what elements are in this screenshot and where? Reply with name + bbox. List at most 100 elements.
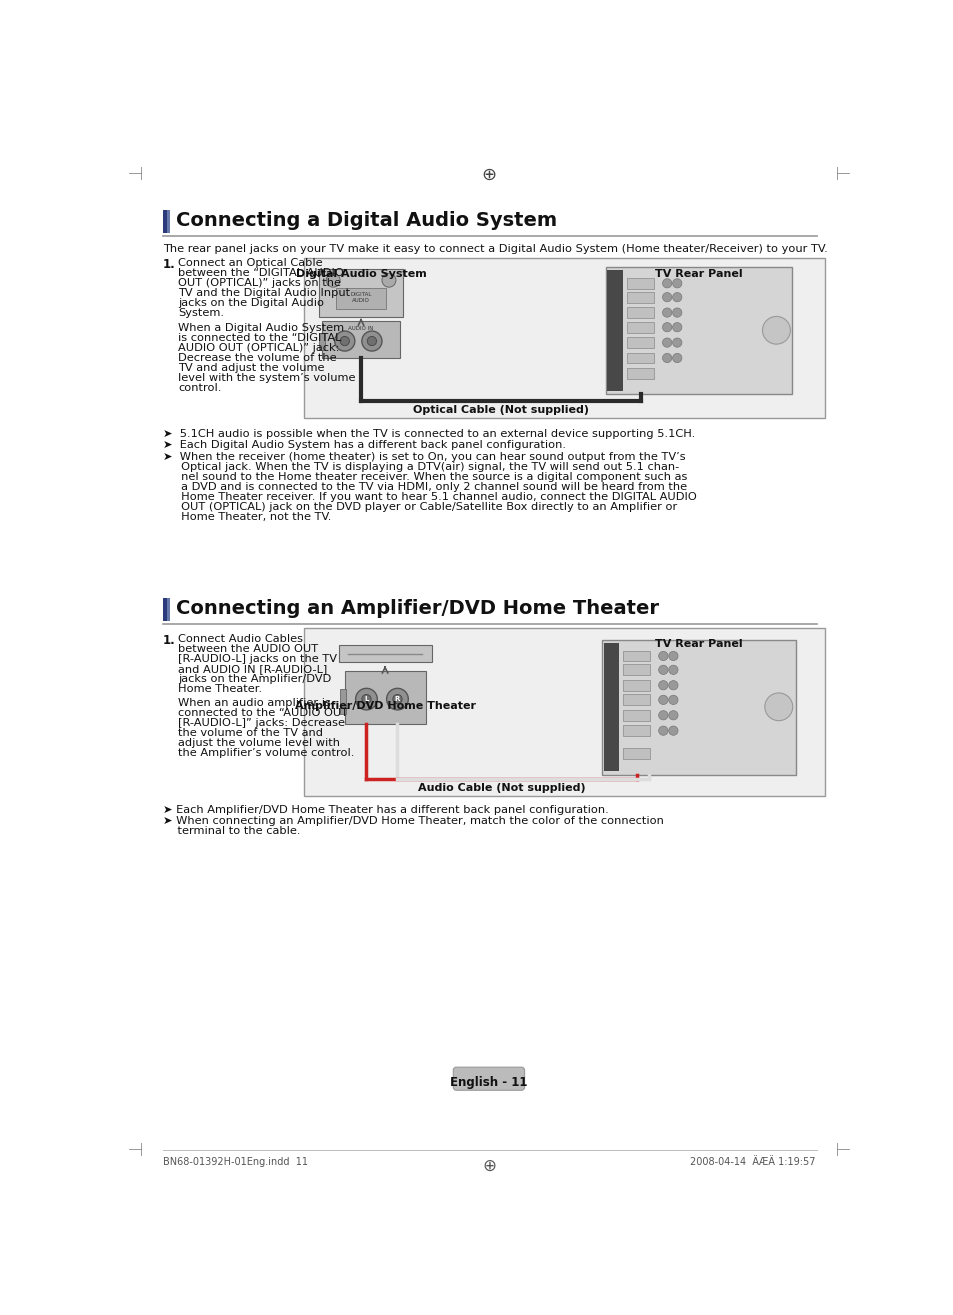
Text: Audio Cable (Not supplied): Audio Cable (Not supplied) (417, 782, 584, 793)
Circle shape (668, 710, 678, 719)
Bar (622, 726, 649, 736)
Text: the volume of the TV and: the volume of the TV and (178, 729, 323, 738)
Text: Connect an Optical Cable: Connect an Optical Cable (178, 258, 322, 268)
Text: [R-AUDIO-L]” jacks: Decrease: [R-AUDIO-L]” jacks: Decrease (178, 718, 345, 729)
Bar (622, 651, 649, 661)
Circle shape (658, 710, 667, 719)
Bar (622, 748, 649, 759)
Circle shape (668, 665, 678, 675)
Bar (626, 292, 654, 302)
Bar (319, 334, 325, 350)
Circle shape (326, 274, 340, 287)
Text: AUDIO OUT (OPTICAL)” jack:: AUDIO OUT (OPTICAL)” jack: (178, 343, 339, 352)
FancyBboxPatch shape (453, 1068, 524, 1090)
Circle shape (668, 681, 678, 690)
Text: Home Theater receiver. If you want to hear 5.1 channel audio, connect the DIGITA: Home Theater receiver. If you want to he… (162, 492, 696, 502)
Bar (322, 321, 399, 358)
Bar (622, 680, 649, 690)
Text: terminal to the cable.: terminal to the cable. (162, 826, 300, 836)
Text: ⊕: ⊕ (481, 1157, 496, 1176)
Text: [R-AUDIO-L] jacks on the TV: [R-AUDIO-L] jacks on the TV (178, 654, 336, 664)
Circle shape (658, 726, 667, 735)
Bar (605, 267, 791, 394)
Text: ➤  When the receiver (home theater) is set to On, you can hear sound output from: ➤ When the receiver (home theater) is se… (162, 452, 684, 462)
Bar (303, 258, 823, 418)
Circle shape (672, 338, 681, 347)
Text: Optical Cable (Not supplied): Optical Cable (Not supplied) (412, 405, 588, 416)
Bar (344, 672, 426, 723)
Circle shape (361, 694, 371, 704)
Text: between the AUDIO OUT: between the AUDIO OUT (178, 643, 318, 654)
Bar (607, 270, 622, 391)
Text: and AUDIO IN [R-AUDIO-L]: and AUDIO IN [R-AUDIO-L] (178, 664, 327, 673)
Text: Amplifier/DVD Home Theater: Amplifier/DVD Home Theater (294, 701, 476, 711)
Text: ➤  5.1CH audio is possible when the TV is connected to an external device suppor: ➤ 5.1CH audio is possible when the TV is… (162, 429, 694, 439)
Text: English - 11: English - 11 (450, 1077, 527, 1089)
Circle shape (386, 688, 408, 710)
Text: Home Theater.: Home Theater. (178, 684, 262, 694)
Circle shape (658, 696, 667, 705)
Circle shape (335, 331, 355, 351)
Circle shape (393, 694, 402, 704)
Circle shape (658, 665, 667, 675)
Bar (626, 352, 654, 363)
Circle shape (355, 688, 377, 710)
Text: control.: control. (178, 383, 221, 393)
Text: the Amplifier’s volume control.: the Amplifier’s volume control. (178, 748, 355, 759)
Text: jacks on the Amplifier/DVD: jacks on the Amplifier/DVD (178, 673, 331, 684)
Bar (626, 308, 654, 318)
Circle shape (672, 322, 681, 331)
Text: ➤  Each Digital Audio System has a different back panel configuration.: ➤ Each Digital Audio System has a differ… (162, 441, 565, 451)
Circle shape (658, 681, 667, 690)
Circle shape (340, 337, 349, 346)
Text: Digital Audio System: Digital Audio System (296, 268, 427, 279)
Text: nel sound to the Home theater receiver. When the source is a digital component s: nel sound to the Home theater receiver. … (162, 472, 686, 483)
Text: AUDIO IN: AUDIO IN (348, 326, 374, 330)
Text: Connecting an Amplifier/DVD Home Theater: Connecting an Amplifier/DVD Home Theater (175, 600, 659, 618)
Circle shape (672, 308, 681, 317)
Bar (622, 664, 649, 675)
Text: 1.: 1. (162, 634, 175, 647)
Circle shape (661, 292, 671, 301)
Circle shape (761, 317, 790, 345)
Text: between the “DIGITAL AUDIO: between the “DIGITAL AUDIO (178, 268, 343, 277)
Circle shape (361, 331, 381, 351)
Text: Home Theater, not the TV.: Home Theater, not the TV. (162, 512, 331, 522)
Circle shape (764, 693, 792, 721)
Text: L: L (364, 696, 368, 702)
Text: System.: System. (178, 308, 224, 318)
Text: TV and the Digital Audio Input: TV and the Digital Audio Input (178, 288, 350, 299)
Bar (319, 270, 402, 317)
Text: Connect Audio Cables: Connect Audio Cables (178, 634, 303, 643)
Bar (601, 640, 795, 775)
Bar (335, 288, 385, 309)
Text: When a Digital Audio System: When a Digital Audio System (178, 322, 344, 333)
Text: jacks on the Digital Audio: jacks on the Digital Audio (178, 299, 324, 308)
Bar (162, 598, 168, 622)
Circle shape (661, 279, 671, 288)
Text: When an audio amplifier is: When an audio amplifier is (178, 698, 331, 709)
Circle shape (668, 696, 678, 705)
Text: The rear panel jacks on your TV make it easy to connect a Digital Audio System (: The rear panel jacks on your TV make it … (162, 245, 826, 254)
Circle shape (367, 337, 376, 346)
Circle shape (672, 292, 681, 301)
Text: Connecting a Digital Audio System: Connecting a Digital Audio System (175, 210, 557, 230)
Text: connected to the “AUDIO OUT: connected to the “AUDIO OUT (178, 709, 348, 718)
Text: TV Rear Panel: TV Rear Panel (655, 639, 742, 650)
Text: ⊕: ⊕ (481, 166, 496, 184)
Bar (340, 689, 346, 714)
Text: ➤ When connecting an Amplifier/DVD Home Theater, match the color of the connecti: ➤ When connecting an Amplifier/DVD Home … (162, 817, 663, 826)
Circle shape (381, 274, 395, 287)
Circle shape (672, 279, 681, 288)
Text: OUT (OPTICAL)” jacks on the: OUT (OPTICAL)” jacks on the (178, 277, 341, 288)
Bar (338, 646, 431, 663)
Text: TV Rear Panel: TV Rear Panel (655, 268, 742, 279)
Text: level with the system’s volume: level with the system’s volume (178, 372, 355, 383)
Bar (626, 277, 654, 289)
Circle shape (658, 651, 667, 660)
Bar (603, 643, 618, 772)
Text: adjust the volume level with: adjust the volume level with (178, 739, 340, 748)
Text: a DVD and is connected to the TV via HDMI, only 2 channel sound will be heard fr: a DVD and is connected to the TV via HDM… (162, 483, 686, 492)
Text: ➤ Each Amplifier/DVD Home Theater has a different back panel configuration.: ➤ Each Amplifier/DVD Home Theater has a … (162, 805, 608, 815)
Text: 1.: 1. (162, 258, 175, 271)
